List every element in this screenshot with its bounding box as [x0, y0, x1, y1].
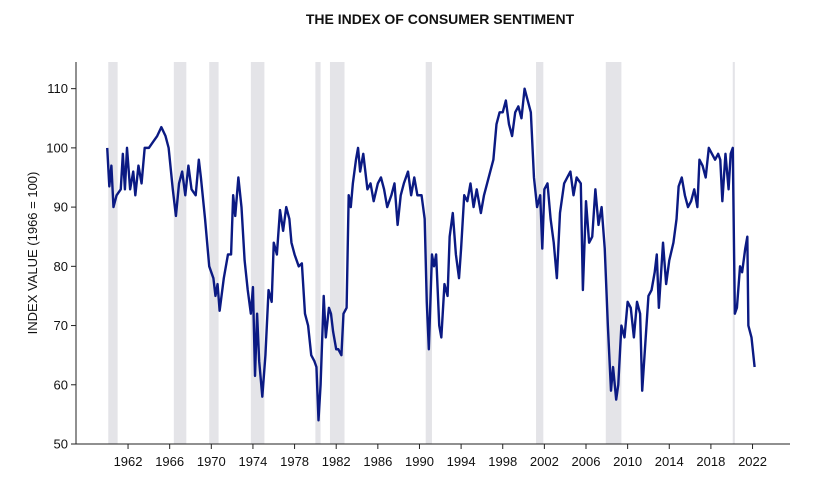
- recession-band: [173, 62, 187, 444]
- y-tick-label: 70: [54, 318, 68, 333]
- y-axis-label: INDEX VALUE (1966 = 100): [25, 172, 40, 335]
- recession-band: [209, 62, 219, 444]
- x-tick-label: 1986: [363, 454, 392, 469]
- x-tick-label: 2022: [738, 454, 767, 469]
- x-tick-label: 1998: [488, 454, 517, 469]
- x-tick-label: 1974: [238, 454, 267, 469]
- x-tick-label: 2010: [613, 454, 642, 469]
- x-tick-label: 1970: [197, 454, 226, 469]
- y-tick-label: 80: [54, 259, 68, 274]
- recession-band: [315, 62, 321, 444]
- chart-title: THE INDEX OF CONSUMER SENTIMENT: [306, 11, 575, 27]
- x-tick-label: 2006: [572, 454, 601, 469]
- recession-band: [329, 62, 345, 444]
- x-tick-label: 1994: [447, 454, 476, 469]
- recession-band: [536, 62, 544, 444]
- x-tick-label: 2014: [655, 454, 684, 469]
- index-line: [106, 87, 756, 422]
- recession-band: [425, 62, 432, 444]
- y-tick-label: 60: [54, 377, 68, 392]
- y-tick-label: 50: [54, 437, 68, 452]
- x-tick-label: 1982: [322, 454, 351, 469]
- x-tick-label: 1990: [405, 454, 434, 469]
- x-tick-label: 2018: [696, 454, 725, 469]
- x-tick-label: 1966: [155, 454, 184, 469]
- y-tick-label: 90: [54, 200, 68, 215]
- y-tick-label: 100: [46, 140, 68, 155]
- x-tick-label: 1978: [280, 454, 309, 469]
- recession-band: [108, 62, 118, 444]
- x-tick-label: 1962: [114, 454, 143, 469]
- x-tick-label: 2002: [530, 454, 559, 469]
- y-tick-label: 110: [47, 81, 68, 96]
